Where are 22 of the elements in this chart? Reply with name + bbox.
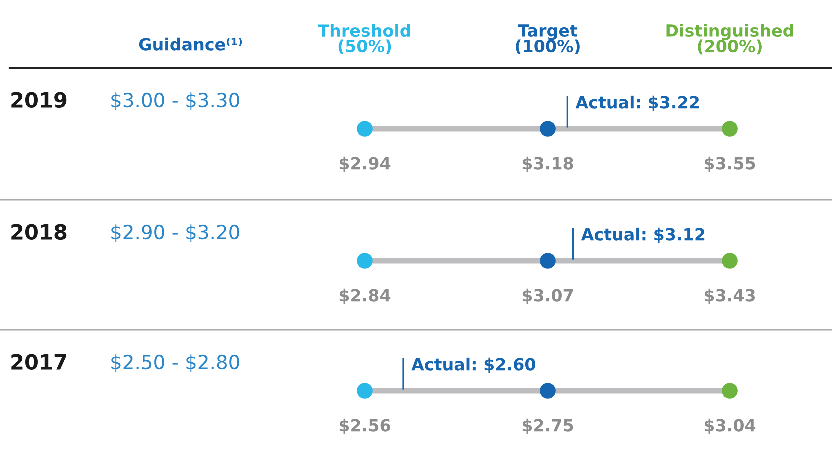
text: 2018 xyxy=(12,224,67,240)
category-label: Threshold (50%) xyxy=(318,24,410,55)
data-label: $3.04 xyxy=(704,418,756,434)
text: $3.00 - $3.30 xyxy=(112,92,240,110)
text: 2017 xyxy=(12,354,66,370)
data-label: Actual: $2.60 xyxy=(412,358,536,374)
category-label: Distinguished (200%) xyxy=(666,24,794,55)
data-label: Actual: $3.12 xyxy=(581,228,705,244)
data-label: $2.75 xyxy=(522,418,574,434)
text: Guidance⁽¹⁾ xyxy=(139,38,242,51)
data-label: $3.07 xyxy=(522,288,574,304)
data-label: $3.55 xyxy=(704,156,756,172)
data-label: $2.56 xyxy=(340,418,390,434)
data-label: Actual: $3.22 xyxy=(576,96,699,112)
data-label: $2.94 xyxy=(340,156,391,172)
data-label: $3.18 xyxy=(522,156,574,172)
text: $2.50 - $2.80 xyxy=(112,354,240,372)
text: $2.90 - $3.20 xyxy=(112,224,240,242)
data-label: $3.43 xyxy=(704,288,756,304)
text: 2019 xyxy=(12,92,67,108)
category-label: Target (100%) xyxy=(516,24,580,55)
data-label: $2.84 xyxy=(340,288,391,304)
